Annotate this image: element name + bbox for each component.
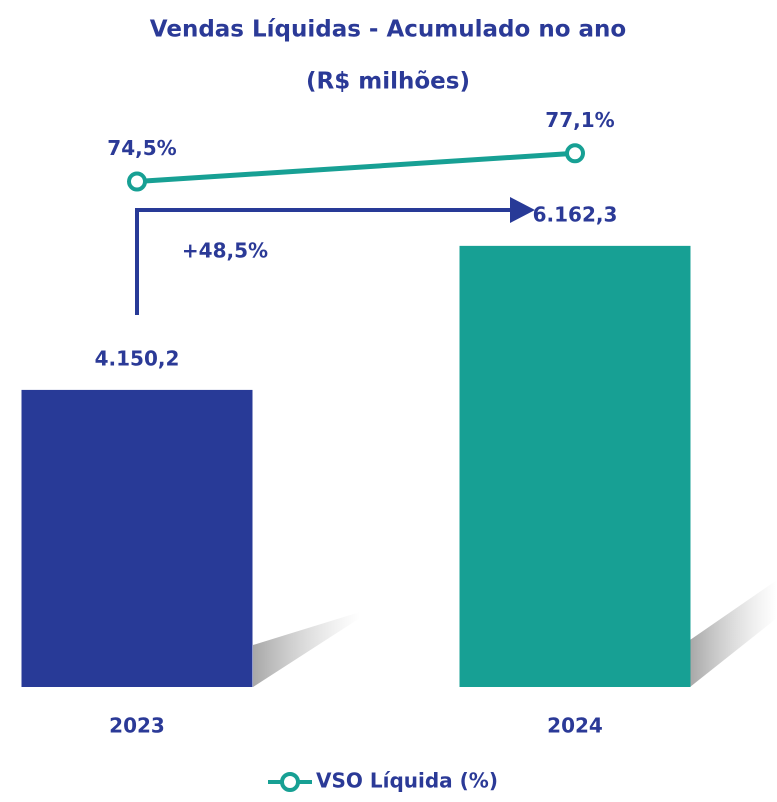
bar bbox=[21, 389, 253, 687]
legend-label: VSO Líquida (%) bbox=[316, 769, 498, 793]
line-marker bbox=[565, 143, 585, 164]
growth-arrow bbox=[135, 208, 515, 315]
x-tick-label: 2024 bbox=[547, 714, 603, 738]
line bbox=[136, 150, 576, 185]
annotation: +48,5% bbox=[182, 239, 268, 263]
x-tick-label: 2023 bbox=[109, 714, 165, 738]
marks bbox=[21, 245, 691, 687]
arrow-head bbox=[510, 197, 535, 223]
line-value-label: 77,1% bbox=[545, 108, 614, 132]
chart-subtitle: (R$ milhões) bbox=[306, 69, 470, 95]
line-value-label: 74,5% bbox=[107, 136, 176, 160]
bar-value-label: 4.150,2 bbox=[95, 346, 180, 370]
bar-shadow bbox=[690, 580, 777, 687]
bar-value-label: 6.162,3 bbox=[533, 202, 618, 226]
legend-marker bbox=[280, 772, 300, 792]
bar bbox=[459, 245, 691, 687]
chart-title: Vendas Líquidas - Acumulado no ano bbox=[150, 17, 626, 43]
line-marker bbox=[127, 171, 147, 192]
bar-shadow bbox=[253, 612, 360, 687]
